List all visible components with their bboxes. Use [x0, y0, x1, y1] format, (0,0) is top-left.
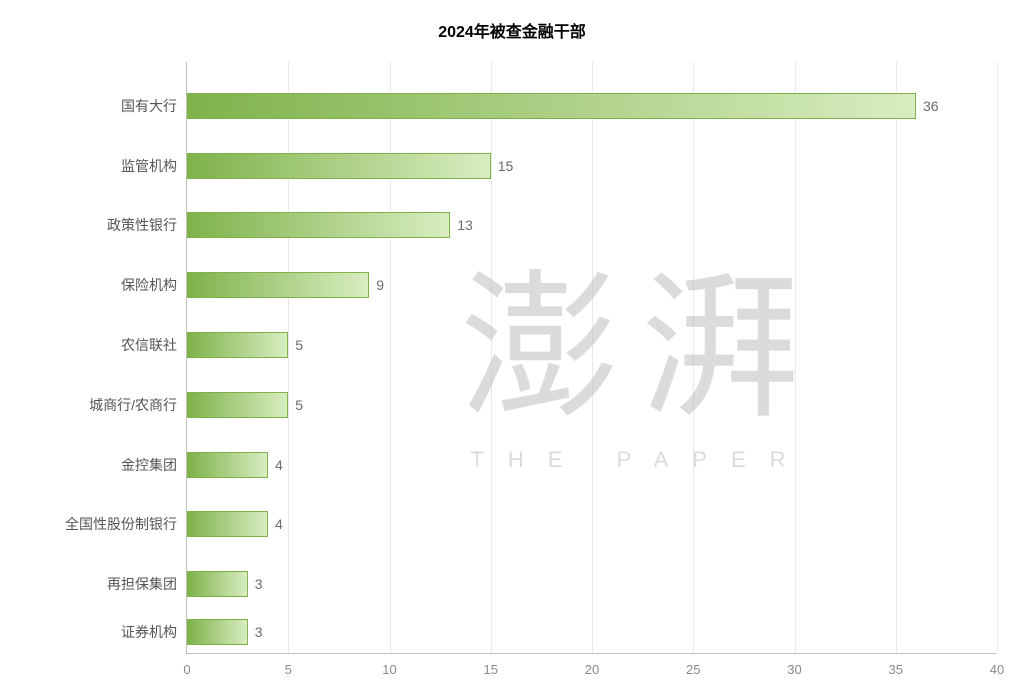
- y-category-label: 证券机构: [121, 622, 187, 642]
- chart-title: 2024年被查金融干部: [0, 18, 1024, 42]
- bar: 15: [187, 153, 491, 179]
- bar: 13: [187, 212, 450, 238]
- x-gridline: [390, 62, 391, 653]
- x-gridline: [795, 62, 796, 653]
- x-gridline: [997, 62, 998, 653]
- bar-value-label: 3: [247, 624, 263, 640]
- y-category-label: 金控集团: [121, 455, 187, 475]
- bar-value-label: 4: [267, 516, 283, 532]
- x-tick-label: 15: [484, 662, 498, 677]
- bar: 5: [187, 392, 288, 418]
- x-tick-label: 0: [183, 662, 190, 677]
- bar: 4: [187, 452, 268, 478]
- bar-value-label: 15: [490, 158, 514, 174]
- x-tick-label: 5: [285, 662, 292, 677]
- x-tick-label: 10: [382, 662, 396, 677]
- bar-value-label: 5: [287, 337, 303, 353]
- x-gridline: [288, 62, 289, 653]
- x-tick-label: 20: [585, 662, 599, 677]
- bar: 9: [187, 272, 369, 298]
- plot-area: 0510152025303540国有大行36监管机构15政策性银行13保险机构9…: [186, 62, 996, 654]
- y-category-label: 农信联社: [121, 335, 187, 355]
- y-category-label: 国有大行: [121, 96, 187, 116]
- x-gridline: [592, 62, 593, 653]
- x-gridline: [693, 62, 694, 653]
- bar-value-label: 36: [915, 98, 939, 114]
- bar: 5: [187, 332, 288, 358]
- x-gridline: [896, 62, 897, 653]
- x-gridline: [491, 62, 492, 653]
- x-tick-label: 25: [686, 662, 700, 677]
- y-category-label: 全国性股份制银行: [65, 514, 187, 534]
- bar: 4: [187, 511, 268, 537]
- bar-value-label: 5: [287, 397, 303, 413]
- x-tick-label: 30: [787, 662, 801, 677]
- x-tick-label: 35: [889, 662, 903, 677]
- bar-value-label: 3: [247, 576, 263, 592]
- y-category-label: 城商行/农商行: [89, 395, 187, 415]
- bar-value-label: 13: [449, 217, 473, 233]
- y-category-label: 保险机构: [121, 275, 187, 295]
- bar: 3: [187, 619, 248, 645]
- bar: 36: [187, 93, 916, 119]
- bar: 3: [187, 571, 248, 597]
- bar-value-label: 4: [267, 457, 283, 473]
- bar-value-label: 9: [368, 277, 384, 293]
- x-tick-label: 40: [990, 662, 1004, 677]
- y-category-label: 政策性银行: [107, 215, 187, 235]
- y-category-label: 再担保集团: [107, 574, 187, 594]
- y-category-label: 监管机构: [121, 156, 187, 176]
